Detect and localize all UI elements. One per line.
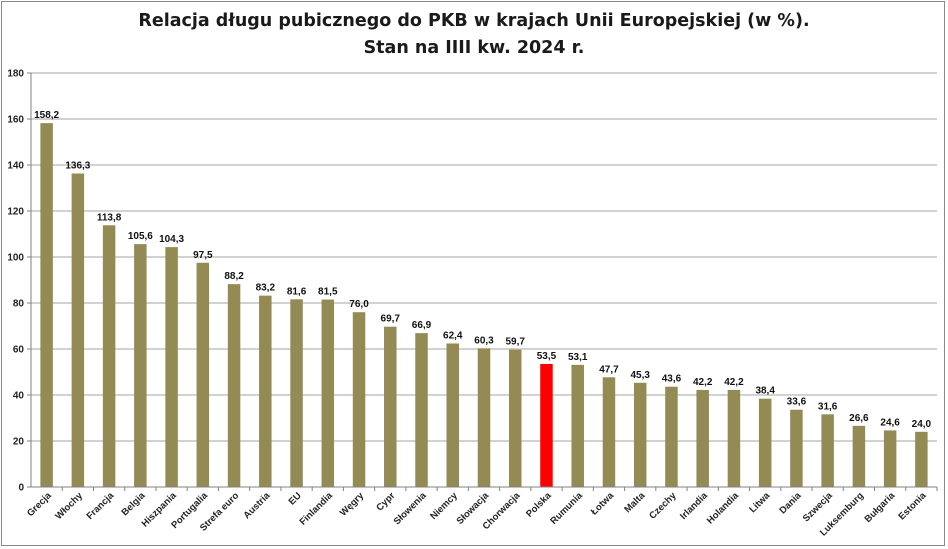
x-tick-label-23: Litwa xyxy=(747,490,772,515)
x-tick-label-28: Estonia xyxy=(896,490,929,523)
x-tick-label-0: Grecja xyxy=(25,490,54,519)
y-tick-label: 160 xyxy=(7,115,24,126)
chart-title: Relacja długu pubicznego do PKB w krajac… xyxy=(0,8,948,62)
data-label-10: 76,0 xyxy=(349,299,369,310)
data-label-18: 47,7 xyxy=(599,364,619,375)
y-tick-label: 0 xyxy=(18,483,24,494)
data-label-8: 81,6 xyxy=(287,286,307,297)
bar-4 xyxy=(165,247,178,487)
y-tick-label: 180 xyxy=(7,69,24,80)
data-label-19: 45,3 xyxy=(630,370,650,381)
bar-28 xyxy=(915,431,928,487)
data-label-7: 83,2 xyxy=(256,283,276,294)
data-label-15: 59,7 xyxy=(506,337,526,348)
x-tick-label-8: EU xyxy=(287,490,304,507)
data-label-28: 24,0 xyxy=(912,419,932,430)
data-label-24: 33,6 xyxy=(787,397,807,408)
data-label-11: 69,7 xyxy=(381,314,401,325)
data-label-26: 26,6 xyxy=(849,413,869,424)
bar-20 xyxy=(665,386,678,487)
bar-16 xyxy=(540,363,553,487)
data-label-9: 81,5 xyxy=(318,287,338,298)
bar-22 xyxy=(727,389,741,487)
data-label-14: 60,3 xyxy=(474,335,494,346)
bar-7 xyxy=(259,295,272,487)
data-label-3: 105,6 xyxy=(128,231,153,242)
bars xyxy=(40,123,928,487)
bar-15 xyxy=(508,349,522,487)
x-tick-label-11: Cypr xyxy=(374,490,397,513)
x-tick-label-19: Malta xyxy=(622,490,647,515)
data-label-22: 42,2 xyxy=(724,377,744,388)
bar-26 xyxy=(852,425,866,487)
data-label-25: 31,6 xyxy=(818,401,838,412)
bar-23 xyxy=(758,398,772,487)
bar-25 xyxy=(821,414,834,487)
bar-1 xyxy=(71,173,85,487)
x-tick-label-12: Słowenia xyxy=(392,490,429,527)
data-label-6: 88,2 xyxy=(224,271,244,282)
bar-24 xyxy=(790,409,803,487)
x-tick-label-18: Łotwa xyxy=(589,490,617,518)
x-tick-label-9: Finlandia xyxy=(298,490,336,528)
bar-27 xyxy=(883,430,897,487)
y-tick-label: 40 xyxy=(13,391,25,402)
data-label-0: 158,2 xyxy=(34,110,59,121)
bar-5 xyxy=(196,262,210,487)
data-label-23: 38,4 xyxy=(755,386,775,397)
bar-9 xyxy=(321,299,335,487)
bar-21 xyxy=(696,389,709,487)
data-label-20: 43,6 xyxy=(662,374,682,385)
bar-19 xyxy=(633,382,647,487)
data-label-1: 136,3 xyxy=(65,161,90,172)
x-tick-label-20: Czechy xyxy=(647,490,679,522)
bar-14 xyxy=(477,348,491,487)
y-tick-label: 60 xyxy=(13,345,25,356)
data-label-27: 24,6 xyxy=(880,417,900,428)
y-tick-label: 80 xyxy=(13,299,25,310)
data-label-13: 62,4 xyxy=(443,330,463,341)
bar-12 xyxy=(415,333,428,487)
bar-0 xyxy=(40,123,53,487)
chart-title-line2: Stan na IIII kw. 2024 r. xyxy=(363,38,585,58)
data-label-4: 104,3 xyxy=(159,234,184,245)
data-labels: 158,2 136,3 113,8 105,6 104,3 97,5 88,2 83,2 81,… xyxy=(34,110,931,430)
data-label-12: 66,9 xyxy=(412,320,432,331)
x-tick-label-27: Bułgaria xyxy=(863,490,898,525)
x-tick-label-2: Francja xyxy=(85,490,117,522)
bar-3 xyxy=(134,244,147,487)
data-label-16: 53,5 xyxy=(537,351,557,362)
x-tick-label-17: Rumunia xyxy=(548,490,585,527)
bar-17 xyxy=(571,364,584,487)
x-tick-label-22: Holandia xyxy=(705,490,742,527)
x-tick-label-16: Polska xyxy=(524,490,554,520)
y-tick-label: 140 xyxy=(7,161,24,172)
y-tick-label: 20 xyxy=(13,437,25,448)
data-label-2: 113,8 xyxy=(97,212,122,223)
x-tick-label-10: Węgry xyxy=(338,490,367,519)
bar-6 xyxy=(227,284,241,487)
bar-10 xyxy=(352,312,366,487)
bar-13 xyxy=(446,343,460,487)
bar-18 xyxy=(602,377,616,487)
data-label-5: 97,5 xyxy=(193,250,213,261)
data-label-17: 53,1 xyxy=(568,352,588,363)
x-tick-label-3: Belgia xyxy=(120,490,148,518)
y-tick-label: 120 xyxy=(7,207,24,218)
bar-11 xyxy=(384,326,397,487)
x-tick-label-1: Włochy xyxy=(53,490,85,522)
chart-title-line1: Relacja długu pubicznego do PKB w krajac… xyxy=(138,11,810,31)
y-tick-label: 100 xyxy=(7,253,24,264)
x-tick-label-7: Austria xyxy=(242,490,273,521)
data-label-21: 42,2 xyxy=(693,377,713,388)
bar-2 xyxy=(102,225,116,487)
x-tick-label-24: Dania xyxy=(777,490,804,517)
bar-8 xyxy=(290,299,303,487)
